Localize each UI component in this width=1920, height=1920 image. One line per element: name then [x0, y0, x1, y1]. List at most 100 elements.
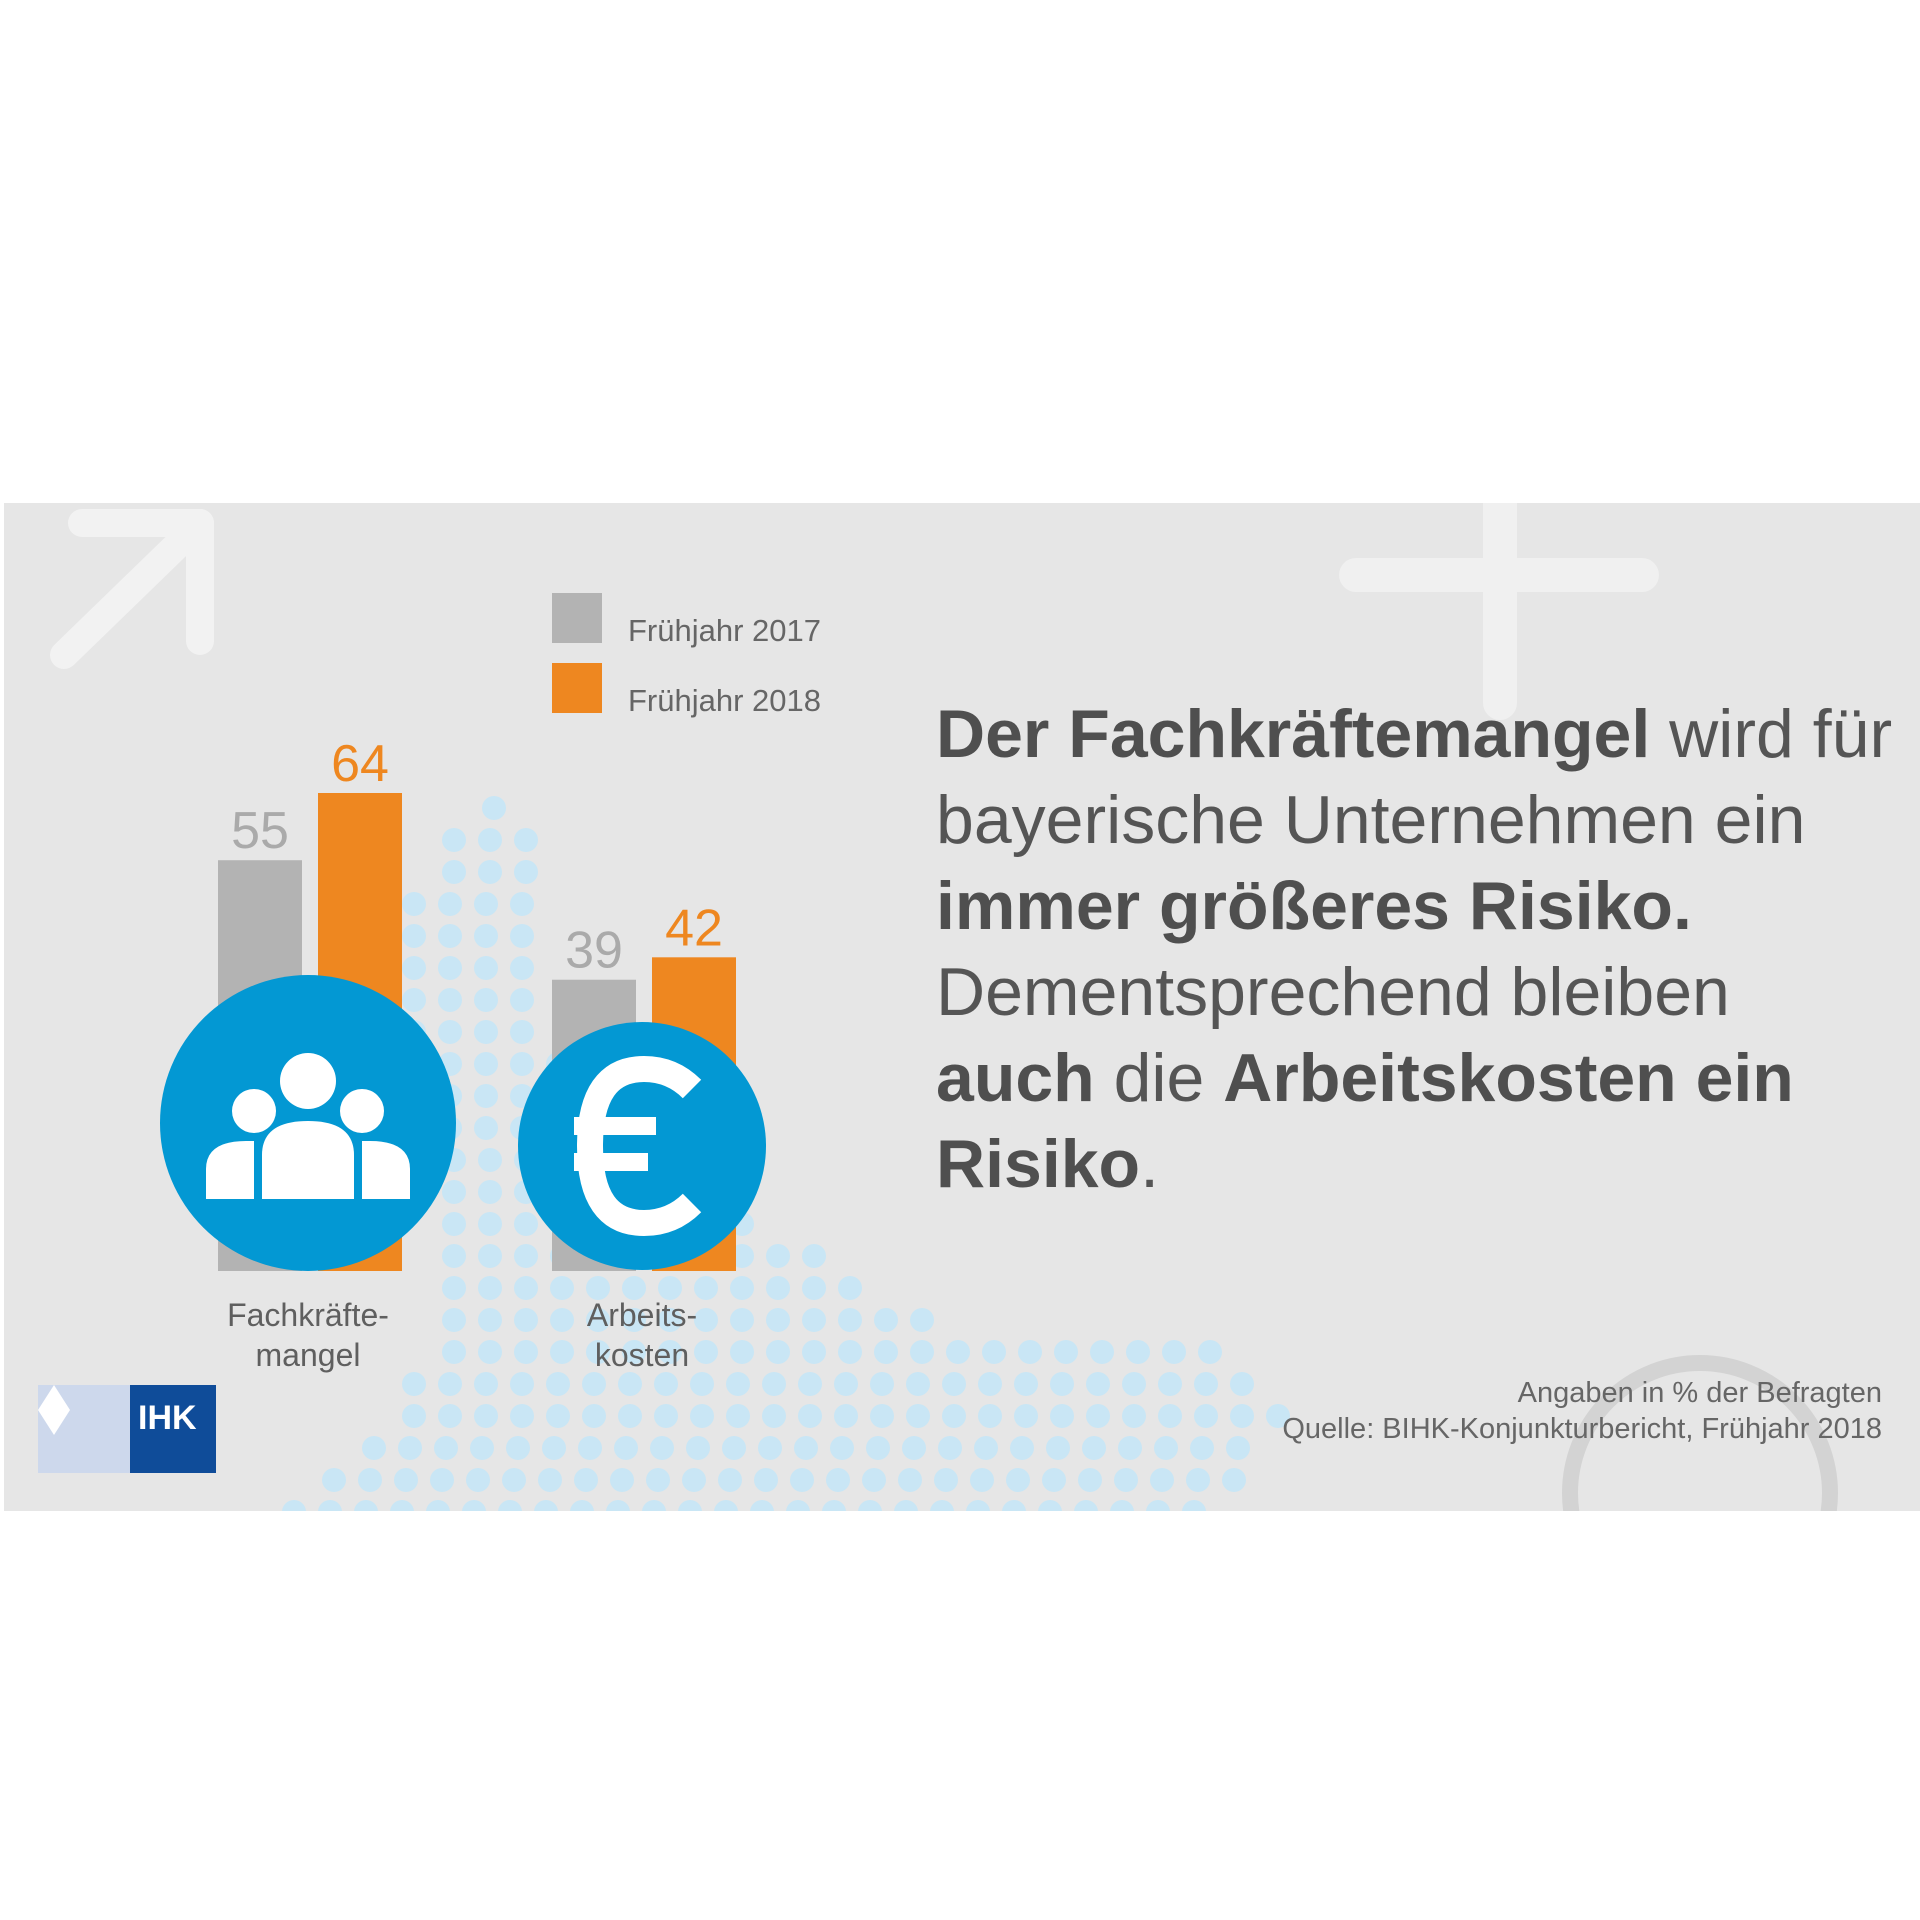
dot [426, 1500, 450, 1511]
dot [1194, 1372, 1218, 1396]
dot [1018, 1340, 1042, 1364]
dot [438, 924, 462, 948]
dot [766, 1276, 790, 1300]
dot [838, 1308, 862, 1332]
value-label: 42 [665, 899, 723, 957]
infographic-panel: 55 64 39 42 Frühjahr 2017 Frühjahr 2018 Fac… [4, 503, 1920, 1511]
dot [402, 1372, 426, 1396]
dot [694, 1340, 718, 1364]
dot [474, 1052, 498, 1076]
dot [478, 1308, 502, 1332]
dot [930, 1500, 954, 1511]
dot [730, 1276, 754, 1300]
dot [474, 1404, 498, 1428]
dot [478, 1212, 502, 1236]
dot [402, 924, 426, 948]
dot [482, 796, 506, 820]
dot [1226, 1436, 1250, 1460]
dot [394, 1468, 418, 1492]
dot [510, 1020, 534, 1044]
logo-right-block [130, 1385, 216, 1473]
dot [1118, 1436, 1142, 1460]
dot [826, 1468, 850, 1492]
arrow-decoration-icon [50, 509, 214, 669]
dot [646, 1468, 670, 1492]
dot [474, 1020, 498, 1044]
dot [858, 1500, 882, 1511]
dot [682, 1468, 706, 1492]
dot [622, 1308, 646, 1332]
dot [438, 892, 462, 916]
dot [574, 1468, 598, 1492]
dot-pattern [282, 796, 1290, 1511]
dot [618, 1404, 642, 1428]
dot [546, 1372, 570, 1396]
dot [1050, 1404, 1074, 1428]
dot [510, 1404, 534, 1428]
dot [1082, 1436, 1106, 1460]
dot [942, 1372, 966, 1396]
logo-left-block [38, 1385, 130, 1473]
dot [874, 1308, 898, 1332]
dot [1122, 1404, 1146, 1428]
dot [722, 1436, 746, 1460]
dot [610, 1468, 634, 1492]
dot [402, 892, 426, 916]
dot [614, 1436, 638, 1460]
dot [478, 1180, 502, 1204]
dot [438, 1020, 462, 1044]
dot [1158, 1404, 1182, 1428]
dot [442, 1276, 466, 1300]
unit-note: Angaben in % der Befragten [1517, 1377, 1882, 1409]
diamond-icon [38, 1385, 70, 1435]
dot [790, 1468, 814, 1492]
dot [766, 1340, 790, 1364]
category-label-line: Fachkräfte- [227, 1297, 389, 1333]
dot [658, 1276, 682, 1300]
dot [622, 1340, 646, 1364]
dot [466, 1468, 490, 1492]
dot [934, 1468, 958, 1492]
value-label: 55 [231, 802, 289, 860]
dot [798, 1404, 822, 1428]
dot [434, 1436, 458, 1460]
dot [974, 1436, 998, 1460]
dot [514, 1340, 538, 1364]
dot [978, 1372, 1002, 1396]
dot [438, 988, 462, 1012]
dot [1194, 1404, 1218, 1428]
dot [322, 1468, 346, 1492]
headline-part: wird für bayerische Unternehmen ein [936, 696, 1893, 858]
dot [354, 1500, 378, 1511]
dot [1162, 1340, 1186, 1364]
dot [802, 1244, 826, 1268]
dot [586, 1308, 610, 1332]
dot [586, 1340, 610, 1364]
dot [514, 1276, 538, 1300]
dot [1110, 1500, 1134, 1511]
dot [282, 1500, 306, 1511]
dot [898, 1468, 922, 1492]
dot [1086, 1404, 1110, 1428]
dot [690, 1372, 714, 1396]
dot [910, 1308, 934, 1332]
dot [870, 1372, 894, 1396]
dot [498, 1500, 522, 1511]
dot [834, 1404, 858, 1428]
dot [514, 828, 538, 852]
dot [570, 1500, 594, 1511]
headline-part: immer größeres Risiko. [936, 868, 1692, 944]
dot [1222, 1468, 1246, 1492]
dot [474, 1372, 498, 1396]
dot [510, 924, 534, 948]
dot [1074, 1500, 1098, 1511]
dot [1086, 1372, 1110, 1396]
dot [474, 924, 498, 948]
dot [910, 1340, 934, 1364]
headline-part: Der Fachkräftemangel [936, 696, 1651, 772]
dot [942, 1404, 966, 1428]
dot [726, 1372, 750, 1396]
legend-swatch-2018 [552, 663, 602, 713]
dot [510, 956, 534, 980]
dot [658, 1340, 682, 1364]
